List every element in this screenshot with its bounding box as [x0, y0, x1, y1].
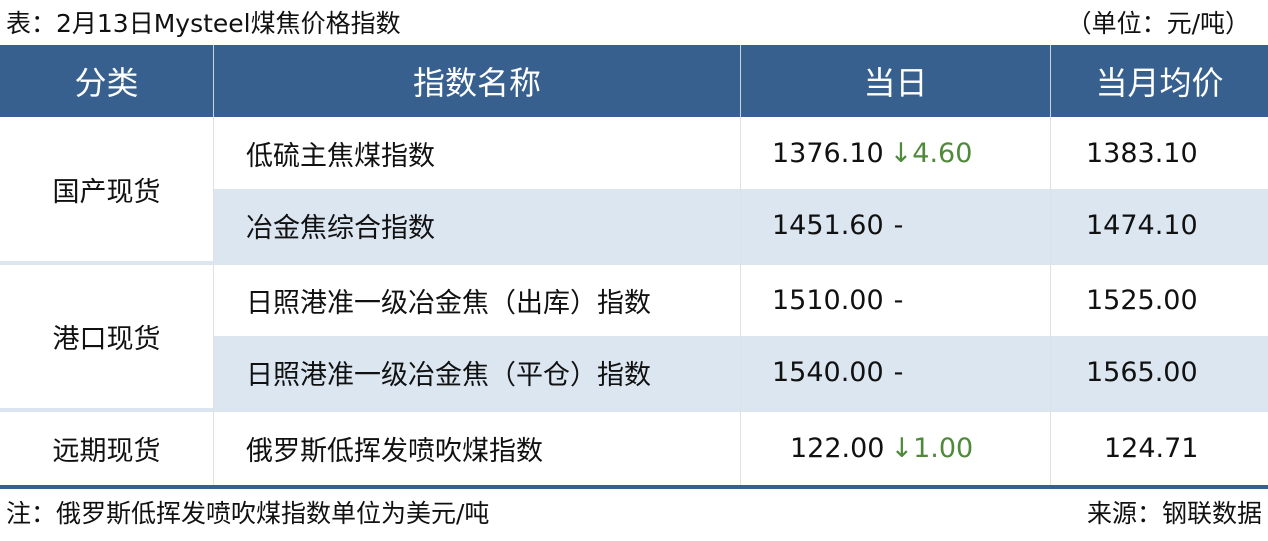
daily-value: 1451.60-: [772, 209, 904, 241]
header-daily: 当日: [740, 45, 1050, 117]
footnote: 注：俄罗斯低挥发喷吹煤指数单位为美元/吨: [6, 499, 490, 528]
avg-value: 1383.10: [1086, 137, 1198, 169]
index-name: 日照港准一级冶金焦（平仓）指数: [246, 359, 651, 391]
change-value: 4.60: [912, 137, 973, 169]
unit-label: （单位：元/吨）: [1066, 9, 1250, 38]
bottom-border: [0, 485, 1268, 489]
header-monthly-avg: 当月均价: [1050, 45, 1268, 117]
category-domestic: 国产现货: [52, 176, 161, 208]
down-arrow-icon: ↓: [890, 433, 914, 464]
daily-value: 1510.00-: [772, 285, 904, 316]
avg-value: 124.71: [1104, 433, 1199, 464]
change-value: -: [893, 356, 904, 388]
daily-value: 1376.10 ↓ 4.60: [772, 137, 973, 169]
change-value: 1.00: [913, 433, 974, 464]
category-forward: 远期现货: [52, 436, 161, 467]
index-name: 低硫主焦煤指数: [246, 140, 435, 172]
source-label: 来源：钢联数据: [1086, 499, 1262, 528]
avg-value: 1565.00: [1086, 356, 1198, 388]
daily-value: 122.00 ↓ 1.00: [790, 433, 974, 464]
daily-value: 1540.00-: [772, 356, 904, 388]
category-port: 港口现货: [52, 324, 161, 355]
index-name: 俄罗斯低挥发喷吹煤指数: [246, 436, 543, 467]
down-arrow-icon: ↓: [889, 137, 913, 169]
header-category: 分类: [0, 45, 213, 117]
table-title: 表：2月13日Mysteel煤焦价格指数: [6, 9, 401, 38]
index-name: 冶金焦综合指数: [246, 212, 435, 244]
header-index-name: 指数名称: [213, 45, 740, 117]
index-name: 日照港准一级冶金焦（出库）指数: [246, 288, 651, 319]
avg-value: 1474.10: [1086, 209, 1198, 241]
change-value: -: [893, 285, 904, 316]
avg-value: 1525.00: [1086, 285, 1198, 316]
change-value: -: [893, 209, 904, 241]
